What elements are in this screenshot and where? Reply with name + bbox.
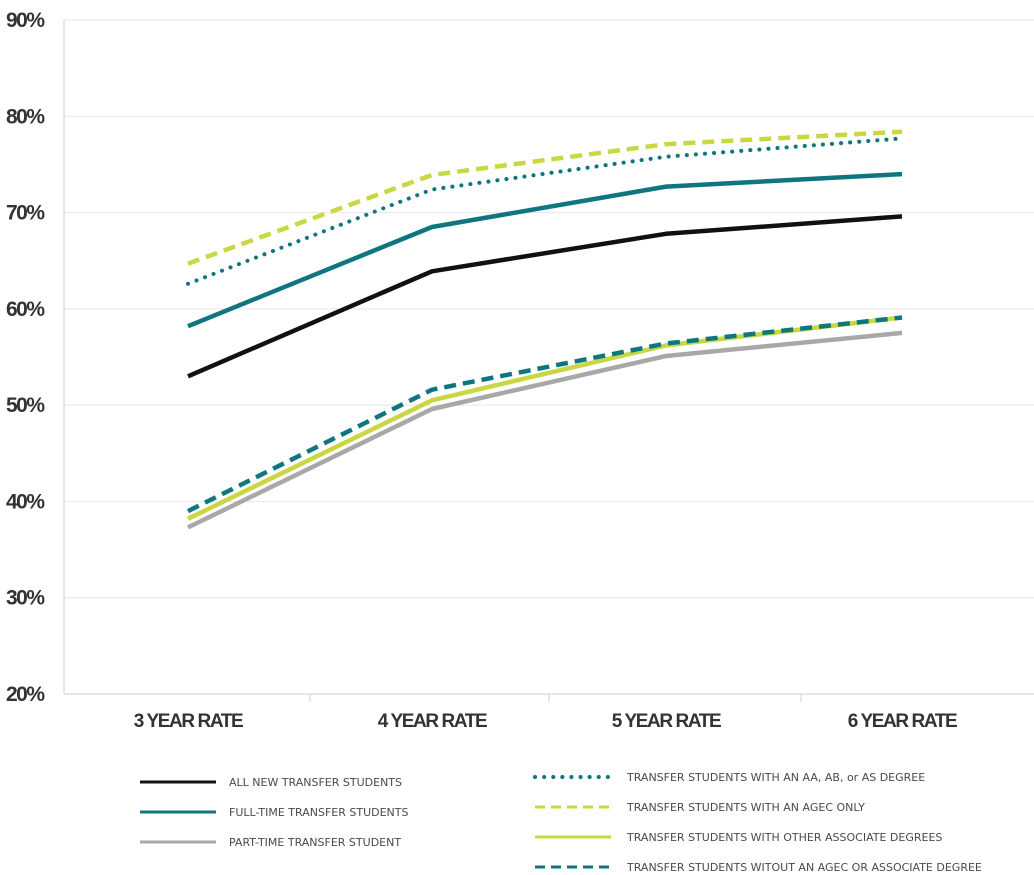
legend: ALL NEW TRANSFER STUDENTS FULL-TIME TRANS… bbox=[140, 771, 982, 874]
legend-item: PART-TIME TRANSFER STUDENT bbox=[140, 836, 401, 849]
gridlines bbox=[64, 19, 1034, 695]
legend-label: TRANSFER STUDENTS WITH AN AGEC ONLY bbox=[626, 801, 865, 814]
y-tick-label: 90% bbox=[6, 9, 45, 32]
x-tick-label: 4 YEAR RATE bbox=[378, 711, 487, 732]
legend-label: ALL NEW TRANSFER STUDENTS bbox=[229, 776, 402, 789]
y-tick-label: 50% bbox=[6, 394, 45, 417]
legend-label: TRANSFER STUDENTS WITH AN AA, AB, or AS … bbox=[626, 771, 925, 784]
legend-item: TRANSFER STUDENTS WITOUT AN AGEC OR ASSO… bbox=[535, 861, 982, 874]
legend-item: TRANSFER STUDENTS WITH AN AA, AB, or AS … bbox=[533, 771, 925, 784]
x-tick-label: 6 YEAR RATE bbox=[848, 711, 957, 732]
x-tick-label: 5 YEAR RATE bbox=[612, 711, 721, 732]
legend-label: PART-TIME TRANSFER STUDENT bbox=[229, 836, 401, 849]
legend-label: TRANSFER STUDENTS WITOUT AN AGEC OR ASSO… bbox=[626, 861, 982, 874]
series-line bbox=[187, 315, 903, 521]
legend-label: FULL-TIME TRANSFER STUDENTS bbox=[229, 806, 408, 819]
legend-item: TRANSFER STUDENTS WITH OTHER ASSOCIATE D… bbox=[535, 831, 942, 844]
y-tick-label: 30% bbox=[6, 587, 45, 610]
series-line bbox=[187, 330, 903, 530]
legend-label: TRANSFER STUDENTS WITH OTHER ASSOCIATE D… bbox=[626, 831, 942, 844]
legend-item: FULL-TIME TRANSFER STUDENTS bbox=[140, 806, 408, 819]
series-line bbox=[186, 136, 904, 286]
series-line bbox=[186, 315, 903, 514]
series-line bbox=[187, 214, 903, 379]
x-tick-label: 3 YEAR RATE bbox=[134, 711, 243, 732]
series-line bbox=[187, 171, 903, 329]
y-axis: 20% 30% 40% 50% 60% 70% 80% 90% bbox=[6, 9, 65, 706]
x-axis: 3 YEAR RATE 4 YEAR RATE 5 YEAR RATE 6 YEAR … bbox=[134, 694, 958, 732]
y-tick-label: 20% bbox=[6, 683, 45, 706]
legend-item: TRANSFER STUDENTS WITH AN AGEC ONLY bbox=[535, 801, 865, 814]
series-lines bbox=[186, 129, 904, 530]
y-tick-label: 40% bbox=[6, 490, 45, 513]
legend-item: ALL NEW TRANSFER STUDENTS bbox=[140, 776, 402, 789]
series-line bbox=[187, 129, 903, 266]
y-tick-label: 70% bbox=[6, 202, 45, 225]
y-tick-label: 80% bbox=[6, 105, 45, 128]
y-tick-label: 60% bbox=[6, 298, 45, 321]
